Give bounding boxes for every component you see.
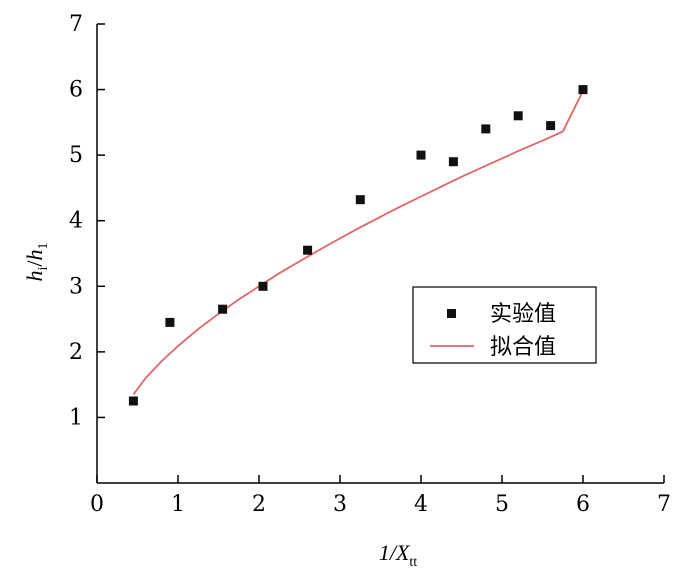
data-point xyxy=(258,281,268,291)
data-point xyxy=(355,195,365,205)
legend: 实验值 拟合值 xyxy=(412,286,597,364)
x-tick-label: 6 xyxy=(576,492,590,517)
data-point xyxy=(303,245,313,255)
data-point xyxy=(416,150,426,160)
data-point xyxy=(448,157,458,167)
x-tick-label: 3 xyxy=(333,492,347,517)
data-point xyxy=(578,85,588,95)
data-point xyxy=(513,111,523,121)
x-tick-label: 0 xyxy=(90,492,104,517)
data-point xyxy=(165,317,175,327)
x-tick-label: 7 xyxy=(657,492,671,517)
ticks-layer: 0 1 2 3 4 5 6 7 1 2 3 4 5 6 7 xyxy=(69,12,671,517)
legend-marker-experimental xyxy=(447,309,456,318)
legend-label-experimental: 实验值 xyxy=(490,302,556,327)
x-tick-label: 5 xyxy=(495,492,509,517)
x-axis-title: 1/Xtt xyxy=(379,540,417,570)
data-point xyxy=(128,396,138,406)
data-point xyxy=(218,304,228,314)
fit-line-layer xyxy=(132,90,584,396)
points-layer xyxy=(128,85,588,406)
x-axis-title-main: 1/X xyxy=(379,540,411,565)
y-axis-title: hi/h1 xyxy=(22,242,51,281)
legend-label-fit: 拟合值 xyxy=(490,335,556,360)
y-axis-title-s1: i xyxy=(36,267,51,271)
y-tick-label: 2 xyxy=(69,340,83,365)
x-tick-label: 4 xyxy=(414,492,428,517)
x-axis-title-sub: tt xyxy=(409,555,417,570)
data-point xyxy=(481,124,491,134)
x-tick-label: 1 xyxy=(171,492,185,517)
y-axis-title-h2: h xyxy=(22,249,47,260)
data-point xyxy=(546,121,556,131)
fit-line xyxy=(132,90,584,396)
y-tick-label: 4 xyxy=(69,209,83,234)
y-axis-title-s2: 1 xyxy=(36,242,51,249)
y-tick-label: 5 xyxy=(69,143,83,168)
y-tick-label: 6 xyxy=(69,78,83,103)
y-axis-title-h1: h xyxy=(22,271,47,282)
y-tick-label: 3 xyxy=(69,274,83,299)
x-tick-label: 2 xyxy=(252,492,266,517)
y-tick-label: 1 xyxy=(69,405,83,430)
y-axis-title-sep: / xyxy=(22,260,47,267)
y-tick-label: 7 xyxy=(69,12,83,37)
axes xyxy=(96,24,664,484)
legend-box xyxy=(412,286,597,364)
